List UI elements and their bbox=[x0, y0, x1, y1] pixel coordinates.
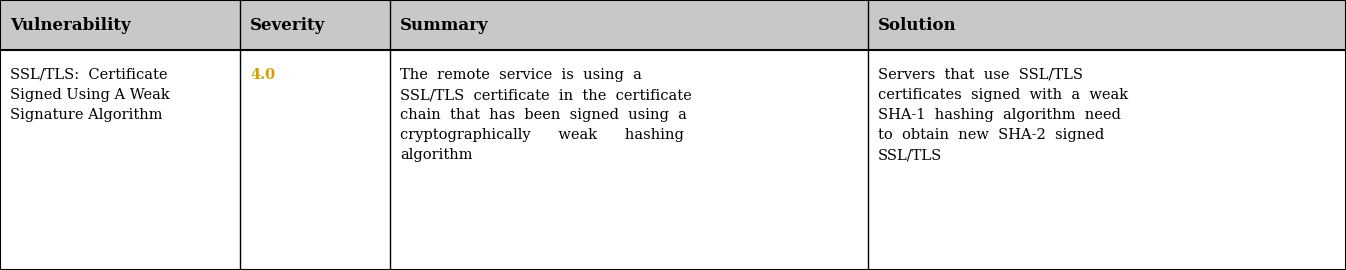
Bar bbox=[0, 50, 1346, 270]
Text: Solution: Solution bbox=[878, 16, 957, 33]
Bar bbox=[0, 0, 1346, 50]
Text: Servers  that  use  SSL/TLS
certificates  signed  with  a  weak
SHA-1  hashing  : Servers that use SSL/TLS certificates si… bbox=[878, 68, 1128, 162]
Text: The  remote  service  is  using  a
SSL/TLS  certificate  in  the  certificate
ch: The remote service is using a SSL/TLS ce… bbox=[400, 68, 692, 162]
Text: SSL/TLS:  Certificate
Signed Using A Weak
Signature Algorithm: SSL/TLS: Certificate Signed Using A Weak… bbox=[9, 68, 170, 122]
Text: Summary: Summary bbox=[400, 16, 489, 33]
Text: 4.0: 4.0 bbox=[250, 68, 275, 82]
Text: Severity: Severity bbox=[250, 16, 326, 33]
Text: Vulnerability: Vulnerability bbox=[9, 16, 131, 33]
